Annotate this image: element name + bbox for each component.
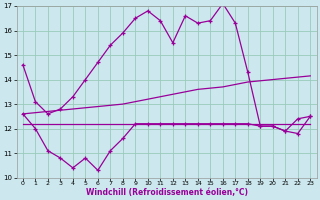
X-axis label: Windchill (Refroidissement éolien,°C): Windchill (Refroidissement éolien,°C) xyxy=(85,188,248,197)
